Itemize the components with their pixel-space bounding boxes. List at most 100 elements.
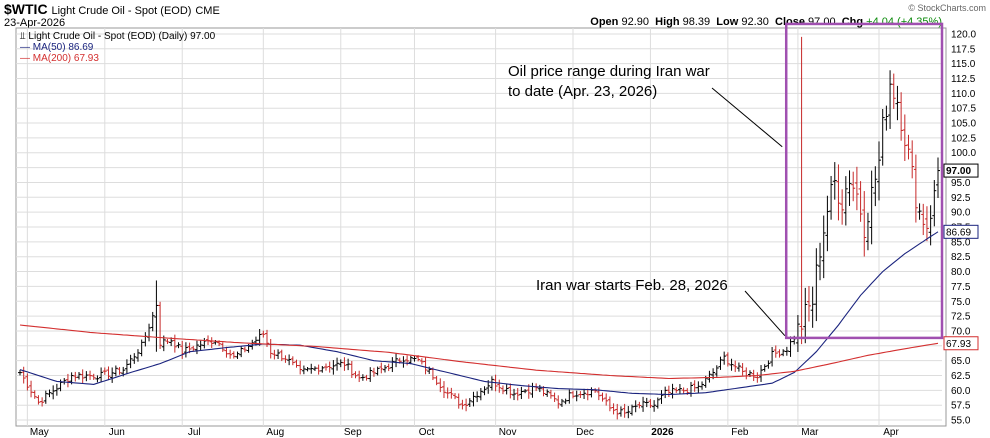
price-bar xyxy=(652,400,657,412)
price-bar xyxy=(836,164,841,221)
price-bar xyxy=(655,397,660,409)
price-bar xyxy=(880,109,885,166)
price-bar xyxy=(810,286,815,328)
legend-ma50: — MA(50) 86.69 xyxy=(20,42,94,53)
price-bar xyxy=(279,349,284,362)
price-bar xyxy=(718,356,723,370)
y-tick-label: 82.5 xyxy=(951,252,971,263)
price-bar xyxy=(910,140,915,179)
open-value: 92.90 xyxy=(621,16,649,28)
price-bar xyxy=(261,330,266,338)
y-tick-label: 100.0 xyxy=(951,148,976,159)
price-bar xyxy=(832,162,837,200)
price-bar xyxy=(806,286,811,322)
x-tick-label: Apr xyxy=(883,427,899,438)
price-bar xyxy=(449,387,454,399)
price-bar xyxy=(434,375,439,386)
price-bar xyxy=(40,397,45,407)
price-bar xyxy=(648,399,653,408)
price-bar xyxy=(799,36,804,345)
price-bar xyxy=(482,386,487,396)
price-bar xyxy=(659,390,664,404)
price-bar xyxy=(784,346,789,356)
price-bar xyxy=(869,170,874,245)
price-bar xyxy=(220,342,225,352)
price-bar xyxy=(781,349,786,357)
price-bar xyxy=(519,386,524,400)
price-bar xyxy=(371,367,376,377)
annotation-arrow xyxy=(744,290,786,337)
price-bar xyxy=(272,349,277,360)
annotation-war-start: Iran war starts Feb. 28, 2026 xyxy=(536,277,728,294)
price-bar xyxy=(552,392,557,402)
price-bar xyxy=(419,358,424,365)
price-bar xyxy=(497,379,502,393)
price-bar xyxy=(707,370,712,383)
symbol: $WTIC xyxy=(4,1,48,17)
price-bar xyxy=(862,191,867,257)
price-bar xyxy=(309,363,314,374)
low-label: Low xyxy=(716,16,739,28)
price-bar xyxy=(670,383,675,399)
price-bar xyxy=(770,347,775,367)
price-bar xyxy=(382,365,387,373)
price-bar xyxy=(736,362,741,372)
price-bar xyxy=(298,360,303,375)
price-bar xyxy=(618,406,623,417)
price-bar xyxy=(379,362,384,374)
price-bar xyxy=(630,404,634,416)
price-bar xyxy=(423,357,428,375)
price-bar xyxy=(467,398,472,407)
price-bar xyxy=(36,395,41,405)
y-tick-label: 75.0 xyxy=(951,297,971,308)
price-bar xyxy=(158,301,163,349)
price-bar xyxy=(567,389,572,404)
price-bar xyxy=(895,85,900,121)
price-bar xyxy=(902,114,907,162)
price-bar xyxy=(773,345,778,358)
price-tag-label: 86.69 xyxy=(946,227,971,238)
price-bar xyxy=(795,315,800,352)
y-tick-label: 60.0 xyxy=(951,386,971,397)
price-bar xyxy=(840,189,845,225)
price-bar xyxy=(412,355,417,362)
price-bar xyxy=(733,360,738,373)
price-bar xyxy=(829,175,834,220)
price-bar xyxy=(172,334,177,353)
price-bar xyxy=(873,166,878,207)
price-bar xyxy=(128,354,133,369)
price-bar xyxy=(338,359,343,368)
price-bar xyxy=(626,406,631,419)
moving-averages xyxy=(19,231,939,396)
price-bar xyxy=(301,365,306,375)
price-bar xyxy=(312,366,317,372)
price-bar xyxy=(113,365,118,377)
price-tag-label: 97.00 xyxy=(946,166,971,177)
price-bar xyxy=(346,358,351,371)
y-tick-label: 105.0 xyxy=(951,119,976,130)
price-bar xyxy=(150,311,155,332)
price-bar xyxy=(364,374,369,381)
price-bar xyxy=(504,384,509,395)
price-bar xyxy=(825,195,830,252)
price-bar xyxy=(508,383,513,399)
price-bar xyxy=(471,391,476,407)
y-tick-label: 90.0 xyxy=(951,208,971,219)
x-tick-label: Dec xyxy=(576,427,594,438)
price-bar xyxy=(677,384,682,395)
y-tick-label: 102.5 xyxy=(951,133,976,144)
price-bar xyxy=(154,280,159,352)
y-tick-label: 110.0 xyxy=(951,89,976,100)
price-bar xyxy=(759,365,764,382)
price-bar xyxy=(335,357,340,371)
price-bar xyxy=(106,366,111,380)
price-bar xyxy=(327,361,332,373)
price-bar xyxy=(80,369,85,384)
price-bar xyxy=(349,360,354,378)
price-bar xyxy=(294,359,299,368)
price-bar xyxy=(899,92,904,141)
price-bar xyxy=(283,355,288,363)
price-bar xyxy=(475,391,480,403)
price-bar xyxy=(571,390,576,399)
